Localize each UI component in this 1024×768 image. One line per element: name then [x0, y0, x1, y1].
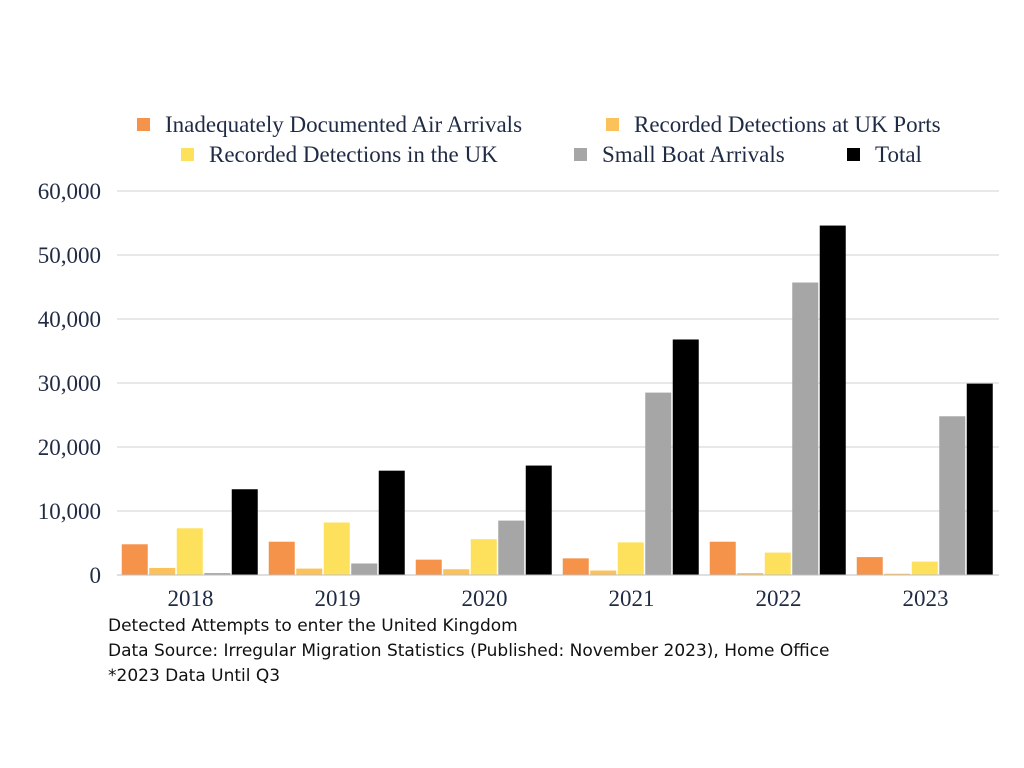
bar: [911, 561, 938, 575]
y-tick-label: 20,000: [38, 435, 101, 460]
x-tick-label: 2023: [903, 586, 949, 610]
bar-chart: Inadequately Documented Air Arrivals Reco…: [38, 112, 999, 610]
bar: [176, 528, 203, 575]
note-source: Data Source: Irregular Migration Statist…: [108, 641, 830, 661]
legend: Inadequately Documented Air Arrivals Reco…: [137, 112, 941, 167]
bar: [323, 522, 350, 575]
bar: [351, 563, 378, 575]
bar: [415, 559, 442, 575]
bar: [525, 465, 552, 575]
bar: [378, 470, 405, 575]
bar: [268, 541, 295, 575]
x-tick-label: 2022: [756, 586, 802, 610]
legend-swatch: [606, 118, 619, 131]
bar: [562, 558, 589, 575]
y-tick-label: 40,000: [38, 307, 101, 332]
bar: [819, 225, 846, 575]
bar: [709, 541, 736, 575]
y-tick-label: 10,000: [38, 499, 101, 524]
x-axis-ticks: 2018 2019 2020 2021 2022 2023: [117, 574, 999, 610]
bar: [617, 542, 644, 575]
legend-label: Total: [875, 142, 922, 167]
bar: [856, 557, 883, 575]
bar: [149, 567, 176, 575]
legend-label: Recorded Detections at UK Ports: [634, 112, 941, 137]
note-title: Detected Attempts to enter the United Ki…: [108, 616, 518, 636]
legend-label: Inadequately Documented Air Arrivals: [165, 112, 522, 137]
bar: [792, 282, 819, 575]
bar: [204, 573, 231, 575]
bar: [498, 520, 525, 575]
bar: [296, 568, 323, 575]
legend-label: Recorded Detections in the UK: [209, 142, 498, 167]
x-tick-label: 2019: [315, 586, 361, 610]
y-tick-label: 50,000: [38, 243, 101, 268]
bar: [590, 570, 617, 575]
x-tick-label: 2020: [462, 586, 508, 610]
bar: [939, 416, 966, 575]
bar: [884, 573, 911, 575]
x-tick-label: 2021: [609, 586, 655, 610]
bar: [672, 339, 699, 575]
legend-swatch: [137, 118, 150, 131]
gridlines: [117, 190, 999, 512]
y-tick-label: 0: [90, 563, 102, 588]
legend-swatch: [847, 148, 860, 161]
bar: [121, 544, 148, 575]
legend-swatch: [574, 148, 587, 161]
y-tick-label: 60,000: [38, 179, 101, 204]
bar: [443, 569, 470, 575]
legend-swatch: [181, 148, 194, 161]
note-footnote: *2023 Data Until Q3: [108, 666, 281, 686]
bar: [470, 539, 497, 575]
bar: [966, 383, 993, 575]
bar: [645, 392, 672, 575]
legend-label: Small Boat Arrivals: [602, 142, 785, 167]
bar: [764, 552, 791, 575]
y-tick-label: 30,000: [38, 371, 101, 396]
bar: [231, 489, 258, 575]
bars: [121, 225, 993, 575]
bar: [737, 573, 764, 575]
y-axis-ticks: 0 10,000 20,000 30,000 40,000 50,000 60,000: [38, 179, 101, 588]
x-tick-label: 2018: [168, 586, 214, 610]
